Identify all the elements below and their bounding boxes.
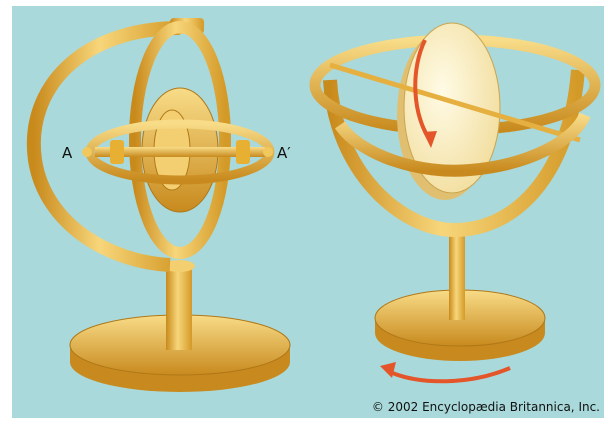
page: A A′ © 2002 Encyclopædia Britannica, Inc… xyxy=(0,0,615,429)
credit: © 2002 Encyclopædia Britannica, Inc. xyxy=(372,400,600,414)
label-a: A xyxy=(62,144,73,162)
label-a-prime: A′ xyxy=(277,144,291,162)
illustration: A A′ © 2002 Encyclopædia Britannica, Inc… xyxy=(0,0,615,429)
